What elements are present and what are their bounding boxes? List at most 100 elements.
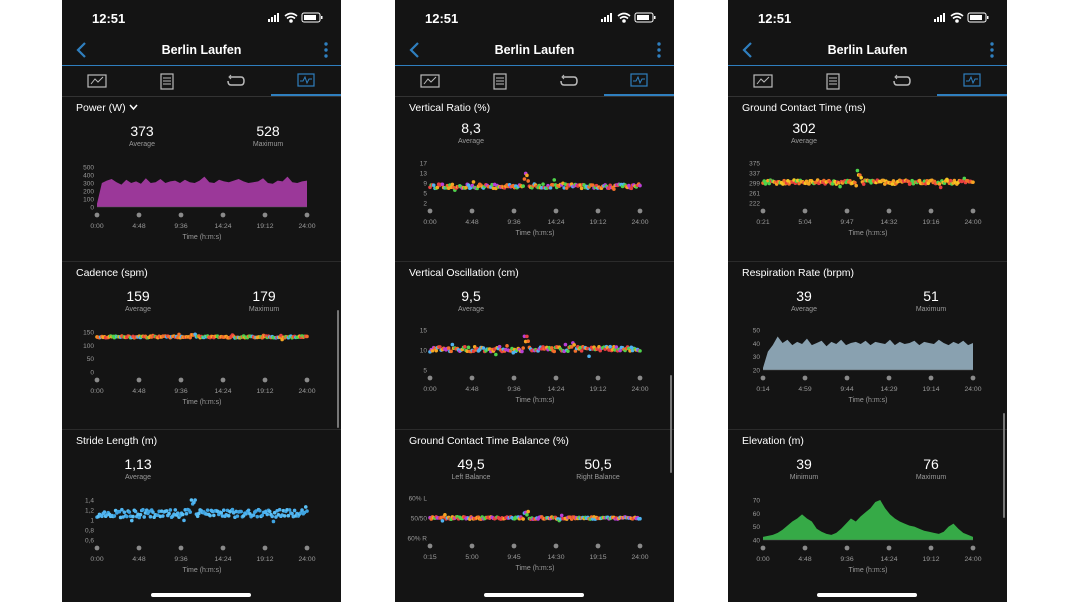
- data-point: [173, 508, 178, 512]
- data-point: [917, 178, 922, 183]
- x-tick-label: 0:14: [756, 386, 769, 393]
- stat-value: 159: [126, 288, 150, 304]
- x-tick-dot: [928, 208, 934, 214]
- signal-icon: [601, 13, 612, 22]
- tab-laps[interactable]: [202, 66, 272, 96]
- data-point: [470, 183, 475, 188]
- elevation-chart: 70 60 50 40 0:00 4:48 9:36 14:24 19:12 24:00 Time …: [753, 498, 982, 575]
- phone-screen-1: 12:51 Berlin Laufen Power (W) 373 Averag…: [62, 0, 341, 602]
- more-options-icon[interactable]: [323, 40, 329, 60]
- data-point: [435, 185, 440, 190]
- x-tick-label: 14:24: [214, 556, 231, 563]
- x-tick-label: 24:00: [631, 219, 648, 226]
- map-icon: [420, 74, 440, 88]
- y-tick-label: 15: [420, 328, 428, 335]
- data-point: [526, 179, 530, 183]
- y-tick-label: 0: [90, 370, 94, 377]
- x-tick-label: 0:00: [90, 223, 103, 230]
- x-tick-dot: [427, 375, 433, 381]
- area-series: [763, 500, 973, 540]
- data-point: [197, 511, 201, 516]
- tab-map[interactable]: [728, 66, 798, 96]
- stat-label: Average: [458, 306, 484, 313]
- x-tick-label: 19:12: [589, 219, 606, 226]
- home-indicator[interactable]: [817, 593, 917, 597]
- data-point: [440, 518, 445, 523]
- x-tick-dot: [94, 212, 100, 218]
- back-arrow-icon[interactable]: [405, 38, 425, 62]
- gct-balance-section: Ground Contact Time Balance (%) 49,5 Lef…: [395, 430, 674, 600]
- back-arrow-icon[interactable]: [738, 38, 758, 62]
- y-tick-label: 60% L: [409, 496, 428, 503]
- wifi-icon: [950, 12, 964, 23]
- tab-charts[interactable]: [271, 66, 341, 96]
- tab-details[interactable]: [798, 66, 868, 96]
- stat-value: 51: [923, 288, 939, 304]
- y-tick-label: 60: [753, 511, 761, 518]
- home-indicator[interactable]: [151, 593, 251, 597]
- data-point: [282, 514, 287, 518]
- status-bar: 12:51: [728, 0, 1007, 36]
- x-tick-dot: [802, 375, 808, 381]
- vertical-oscillation-section: Vertical Oscillation (cm) 9,5 Average 15…: [395, 262, 674, 430]
- data-point: [838, 184, 842, 189]
- activity-title: Berlin Laufen: [161, 43, 242, 57]
- x-tick-dot: [760, 545, 766, 551]
- tab-map[interactable]: [395, 66, 465, 96]
- scrollbar[interactable]: [670, 375, 672, 473]
- y-tick-label: 400: [83, 173, 94, 180]
- tab-laps[interactable]: [535, 66, 605, 96]
- y-tick-label: 17: [420, 161, 428, 168]
- x-tick-dot: [427, 208, 433, 214]
- signal-icon: [934, 13, 945, 22]
- back-arrow-icon[interactable]: [72, 38, 92, 62]
- data-point: [168, 508, 173, 512]
- tab-details[interactable]: [465, 66, 535, 96]
- stat-label: Maximum: [248, 306, 280, 313]
- tab-map[interactable]: [62, 66, 132, 96]
- x-tick-label: 9:36: [174, 388, 187, 395]
- document-icon: [493, 72, 507, 90]
- data-point: [579, 186, 584, 191]
- tab-details[interactable]: [132, 66, 202, 96]
- stat-label: Average: [458, 138, 484, 145]
- battery-icon: [301, 12, 323, 23]
- tab-charts[interactable]: [937, 66, 1007, 96]
- x-tick-label: 19:12: [256, 223, 273, 230]
- y-tick-label: 70: [753, 498, 761, 505]
- data-point: [133, 509, 138, 514]
- data-point: [272, 510, 277, 515]
- scrollbar[interactable]: [1003, 413, 1005, 518]
- section-title: Elevation (m): [742, 435, 804, 447]
- x-tick-label: 0:00: [423, 386, 436, 393]
- data-point: [629, 186, 634, 191]
- data-point: [937, 182, 942, 186]
- data-point: [853, 180, 857, 185]
- app-header: Berlin Laufen: [62, 36, 341, 66]
- x-tick-dot: [970, 375, 976, 381]
- data-point: [138, 512, 143, 517]
- cadence-chart: 150 100 50 0 0:00 4:48 9:36 14:24 19:12 24:00 Time…: [83, 330, 316, 407]
- x-tick-dot: [94, 545, 100, 551]
- charts-icon: [297, 73, 315, 87]
- section-title[interactable]: Power (W): [76, 102, 138, 114]
- x-axis-label: Time (h:m:s): [848, 567, 887, 574]
- stat-label: Maximum: [915, 306, 947, 313]
- data-point: [559, 513, 564, 518]
- data-point: [235, 514, 240, 518]
- x-tick-dot: [970, 545, 976, 551]
- tab-laps[interactable]: [868, 66, 938, 96]
- document-icon: [826, 72, 840, 90]
- x-tick-label: 19:12: [589, 386, 606, 393]
- more-options-icon[interactable]: [989, 40, 995, 60]
- data-point: [948, 178, 953, 183]
- scrollbar[interactable]: [337, 310, 339, 428]
- more-options-icon[interactable]: [656, 40, 662, 60]
- data-point: [830, 182, 835, 186]
- data-point: [287, 508, 292, 512]
- data-point: [450, 342, 455, 347]
- tab-charts[interactable]: [604, 66, 674, 96]
- home-indicator[interactable]: [484, 593, 584, 597]
- data-point: [471, 180, 476, 184]
- x-tick-label: 9:36: [174, 223, 187, 230]
